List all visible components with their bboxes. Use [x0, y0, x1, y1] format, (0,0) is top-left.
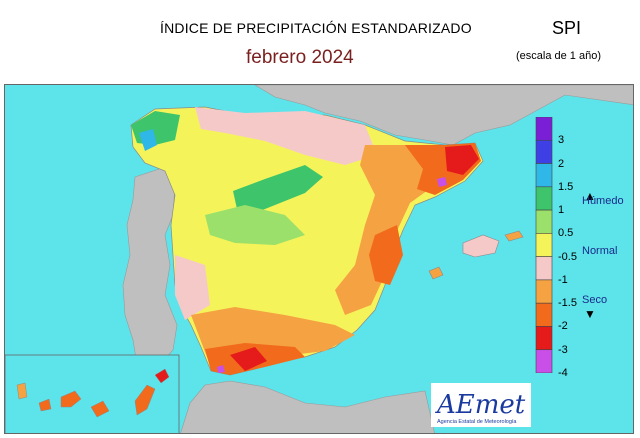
- legend-swatch: [535, 256, 553, 281]
- legend-tick-label: -4: [558, 367, 568, 379]
- canary-island-5: [134, 384, 156, 416]
- legend-tick-label: 1.5: [558, 180, 574, 193]
- legend-tick-label: -1: [558, 273, 568, 286]
- aemet-caption: Agencia Estatal de Meteorología: [437, 419, 517, 425]
- canary-island-4: [90, 400, 110, 418]
- legend-tick-label: 2: [558, 157, 565, 170]
- canary-island-6: [154, 368, 170, 384]
- aemet-logo: AEmet Agencia Estatal de Meteorología: [431, 383, 531, 427]
- aemet-logo-mark: AEmet Agencia Estatal de Meteorología: [435, 390, 526, 425]
- normal-label: Normal: [582, 245, 618, 257]
- mallorca: [462, 234, 500, 258]
- canary-island-1: [16, 382, 28, 400]
- menorca: [504, 230, 524, 242]
- legend-tick-label: -1.5: [558, 297, 577, 310]
- dry-label: Seco: [582, 294, 608, 306]
- france-land: [254, 85, 633, 146]
- aemet-brand: AEmet: [435, 390, 526, 420]
- legend-swatch: [535, 279, 553, 304]
- legend-swatch: [535, 117, 553, 141]
- normal-dry-north: [195, 107, 377, 165]
- legend-tick-label: -2: [558, 320, 568, 333]
- africa-land: [180, 380, 435, 433]
- extreme-dry-catalonia: [445, 145, 479, 175]
- spi-legend: 3 2 1.5 1 0.5 -0.5 -1 -1.5 -2 -3 -4 ▲ Húmedo Norma…: [534, 117, 634, 383]
- map-period: febrero 2024: [246, 47, 354, 68]
- canary-island-3: [60, 390, 82, 408]
- wet-area-galicia-blue: [139, 129, 157, 151]
- map-frame: AEmet Agencia Estatal de Meteorología: [4, 84, 634, 434]
- wet-area-north: [233, 165, 323, 213]
- legend-colorbar: [535, 117, 553, 373]
- legend-swatch: [535, 349, 553, 373]
- legend-tick-label: 3: [558, 134, 565, 147]
- legend-swatch: [535, 233, 553, 257]
- canary-island-2: [38, 398, 52, 412]
- legend-swatch: [535, 326, 553, 351]
- wet-label: Húmedo: [582, 195, 624, 207]
- wet-area-central: [205, 205, 305, 245]
- spi-map: [5, 85, 633, 433]
- ibiza: [428, 266, 444, 280]
- map-title: ÍNDICE DE PRECIPITACIÓN ESTANDARIZADO: [160, 20, 472, 36]
- legend-swatch: [535, 139, 553, 164]
- legend-swatch: [535, 209, 553, 234]
- legend-swatch: [535, 163, 553, 188]
- extreme-dry-spot-south: [217, 365, 225, 373]
- index-name: SPI: [552, 18, 582, 38]
- extreme-dry-spot: [437, 177, 447, 187]
- wet-arrow-icon: ▲: [584, 189, 596, 203]
- extreme-dry-malaga: [230, 347, 267, 371]
- legend-tick-label: -3: [558, 343, 568, 356]
- legend-tick-label: -0.5: [558, 250, 577, 263]
- legend-tick-label: 0.5: [558, 227, 574, 240]
- legend-tick-label: 1: [558, 204, 565, 217]
- scale-note: (escala de 1 año): [516, 50, 601, 62]
- legend-swatch: [535, 302, 553, 327]
- dry-arrow-icon: ▼: [584, 307, 596, 321]
- very-dry-valencia: [369, 225, 403, 285]
- legend-swatch: [535, 186, 553, 211]
- normal-dry-west: [175, 255, 210, 320]
